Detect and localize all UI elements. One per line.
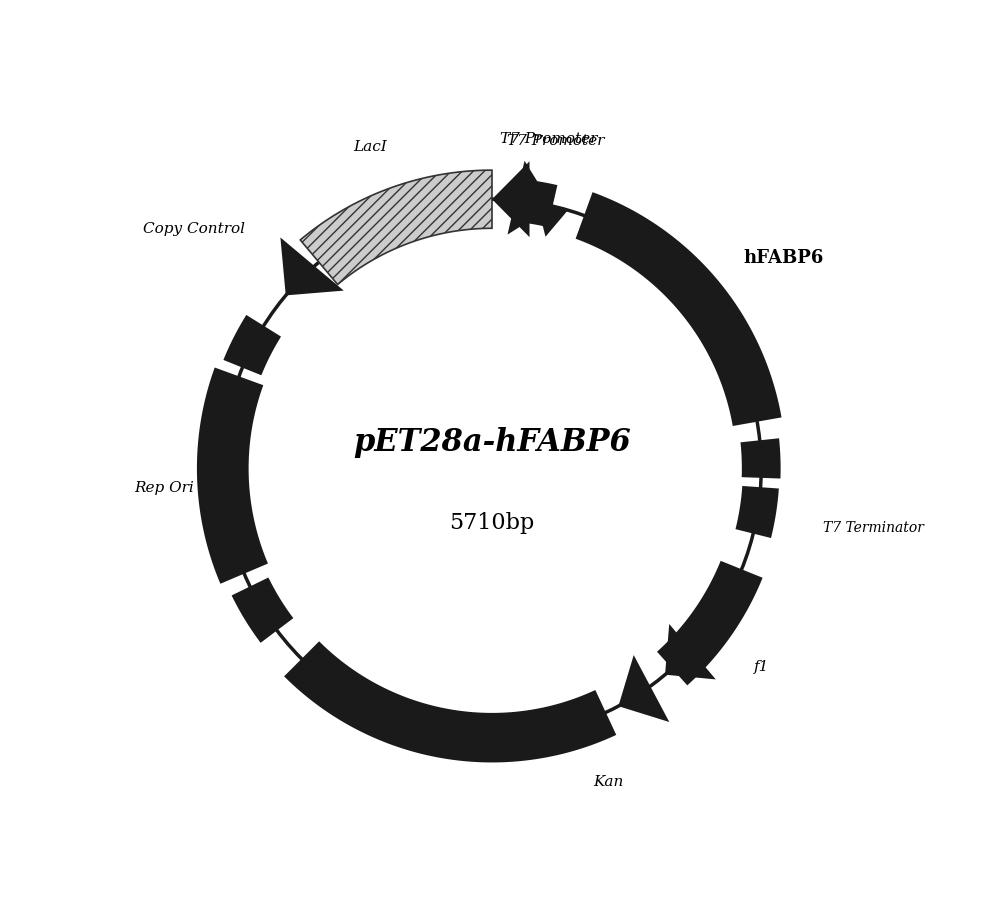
Polygon shape bbox=[508, 161, 553, 235]
Polygon shape bbox=[300, 171, 492, 285]
Polygon shape bbox=[514, 179, 557, 228]
Polygon shape bbox=[618, 656, 669, 723]
Text: f1: f1 bbox=[755, 659, 769, 674]
Text: Rep Ori: Rep Ori bbox=[134, 481, 194, 494]
Polygon shape bbox=[280, 238, 343, 296]
Text: Copy Control: Copy Control bbox=[143, 222, 244, 235]
Polygon shape bbox=[231, 578, 293, 643]
Text: Kan: Kan bbox=[593, 774, 624, 788]
Text: 5710bp: 5710bp bbox=[450, 511, 534, 534]
Polygon shape bbox=[223, 316, 281, 376]
Text: T7 Terminator: T7 Terminator bbox=[824, 520, 924, 534]
Polygon shape bbox=[665, 624, 715, 679]
Polygon shape bbox=[284, 641, 616, 762]
Polygon shape bbox=[735, 486, 779, 538]
Polygon shape bbox=[492, 162, 529, 238]
Polygon shape bbox=[741, 438, 780, 479]
Text: LacI: LacI bbox=[353, 140, 387, 153]
Polygon shape bbox=[537, 203, 569, 237]
Text: pET28a-hFABP6: pET28a-hFABP6 bbox=[353, 427, 631, 457]
Polygon shape bbox=[576, 193, 781, 427]
Text: T7 Promoter: T7 Promoter bbox=[508, 133, 605, 147]
Polygon shape bbox=[657, 561, 763, 686]
Text: hFABP6: hFABP6 bbox=[744, 249, 824, 267]
Text: T7 Promoter: T7 Promoter bbox=[500, 132, 597, 146]
Polygon shape bbox=[197, 368, 268, 584]
